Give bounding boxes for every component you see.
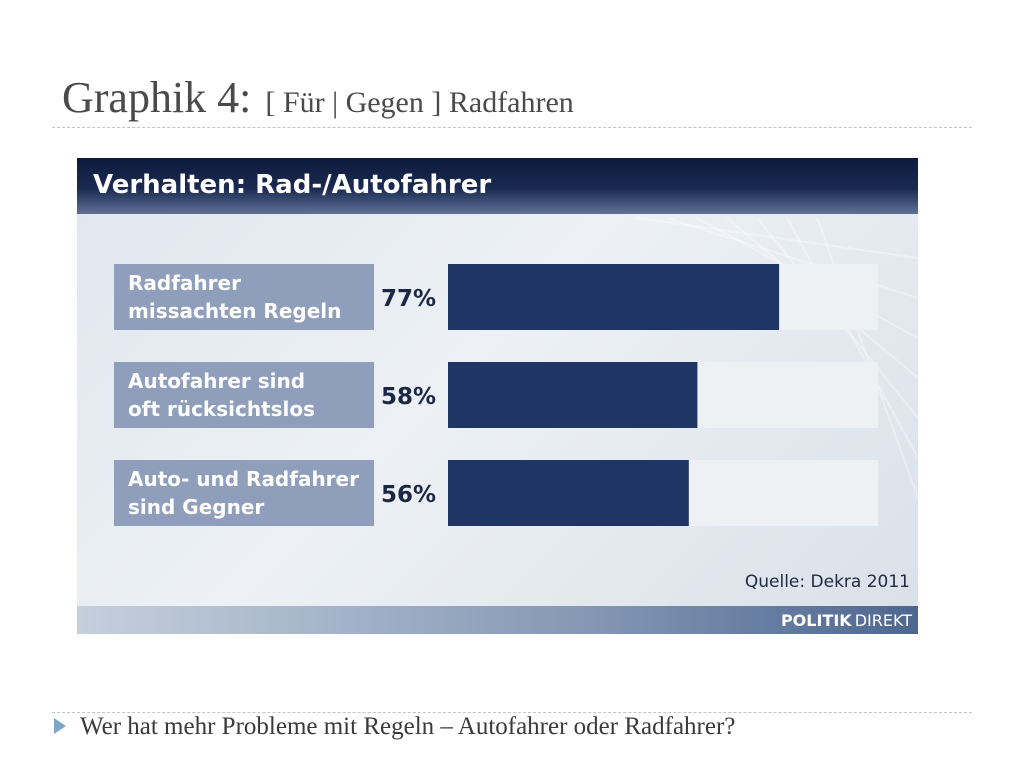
background-stripe bbox=[816, 217, 918, 499]
bar bbox=[448, 264, 780, 330]
category-label: Radfahrer bbox=[128, 271, 241, 295]
broadcaster-logo: POLITIK DIREKT bbox=[781, 611, 912, 630]
category-label: missachten Regeln bbox=[128, 299, 341, 323]
footer-divider bbox=[52, 712, 972, 713]
title-divider bbox=[52, 127, 972, 128]
bullet-text: Wer hat mehr Probleme mit Regeln – Autof… bbox=[80, 713, 736, 740]
brand-word-direkt: DIREKT bbox=[854, 611, 912, 630]
chart-header bbox=[77, 158, 918, 214]
category-label: sind Gegner bbox=[128, 495, 264, 519]
category-label-box bbox=[114, 264, 374, 330]
category-label-box bbox=[114, 362, 374, 428]
brand-word-politik: POLITIK bbox=[780, 611, 852, 630]
bar bbox=[448, 362, 698, 428]
slide-title-subtitle: [ Für | Gegen ] Radfahren bbox=[265, 86, 574, 119]
bar-chart: Radfahrer missachten Regeln 77% Autofahrer … bbox=[114, 217, 918, 526]
value-label: 77% bbox=[381, 286, 436, 312]
category-label-box bbox=[114, 460, 374, 526]
chart-source: Quelle: Dekra 2011 bbox=[744, 572, 910, 592]
chart-title: Verhalten: Rad-/Autofahrer bbox=[93, 170, 492, 200]
slide-title-main: Graphik 4: bbox=[62, 73, 252, 122]
slide-title: Graphik 4: [ Für | Gegen ] Radfahren bbox=[62, 72, 574, 123]
chart-image: Verhalten: Rad-/Autofahrer Radfahrer miss… bbox=[77, 158, 918, 634]
background-stripe bbox=[786, 217, 918, 459]
category-label: Auto- und Radfahrer bbox=[128, 467, 359, 491]
bullet-item: Wer hat mehr Probleme mit Regeln – Autof… bbox=[54, 713, 735, 741]
value-label: 58% bbox=[381, 384, 436, 410]
background-stripe bbox=[636, 217, 918, 259]
value-label: 56% bbox=[381, 482, 436, 508]
category-label: oft rücksichtslos bbox=[128, 397, 315, 421]
chart-footer-band bbox=[77, 606, 918, 634]
category-label: Autofahrer sind bbox=[128, 369, 305, 393]
bar bbox=[448, 460, 689, 526]
triangle-bullet-icon bbox=[54, 718, 66, 735]
